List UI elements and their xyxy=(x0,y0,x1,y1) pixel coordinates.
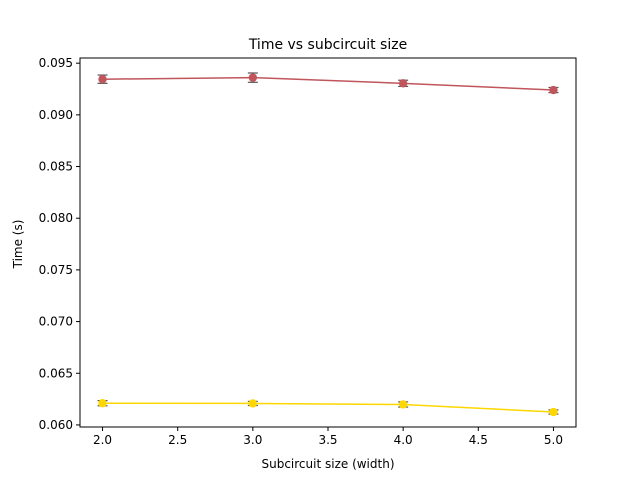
series-1-line xyxy=(102,76,554,91)
y-tick-label: 0.075 xyxy=(39,263,73,277)
series-2-line xyxy=(102,402,554,413)
x-tick-label: 2.5 xyxy=(168,433,187,447)
series-2-point xyxy=(248,399,258,408)
y-tick-label: 0.070 xyxy=(39,315,73,329)
y-tick-label: 0.090 xyxy=(39,108,73,122)
series-1-point xyxy=(248,73,258,82)
x-tick-label: 5.0 xyxy=(544,433,563,447)
x-tick-label: 3.5 xyxy=(318,433,337,447)
series-1-point xyxy=(549,85,558,95)
y-tick-label: 0.085 xyxy=(39,160,73,174)
series-1-point xyxy=(98,74,107,84)
series-1-point xyxy=(398,79,408,88)
series-2-point xyxy=(398,400,408,409)
plot-area: 2.0 2.5 3.0 3.5 4.0 4.5 5.0 0.060 0.065 0.070 0.07… xyxy=(39,56,577,447)
chart-title: Time vs subcircuit size xyxy=(248,37,407,53)
series-2-point xyxy=(549,407,558,417)
x-tick-label: 3.0 xyxy=(243,433,262,447)
x-tick-label: 4.5 xyxy=(469,433,488,447)
y-tick-label: 0.065 xyxy=(39,366,73,380)
y-tick-label: 0.080 xyxy=(39,211,73,225)
y-tick-label: 0.060 xyxy=(39,418,73,432)
y-tick-label: 0.095 xyxy=(39,56,73,70)
x-tick-label: 4.0 xyxy=(394,433,413,447)
y-axis-label: Time (s) xyxy=(11,220,25,270)
series-2-point xyxy=(98,399,107,408)
x-axis-label: Subcircuit size (width) xyxy=(261,457,394,471)
x-tick-label: 2.0 xyxy=(93,433,112,447)
